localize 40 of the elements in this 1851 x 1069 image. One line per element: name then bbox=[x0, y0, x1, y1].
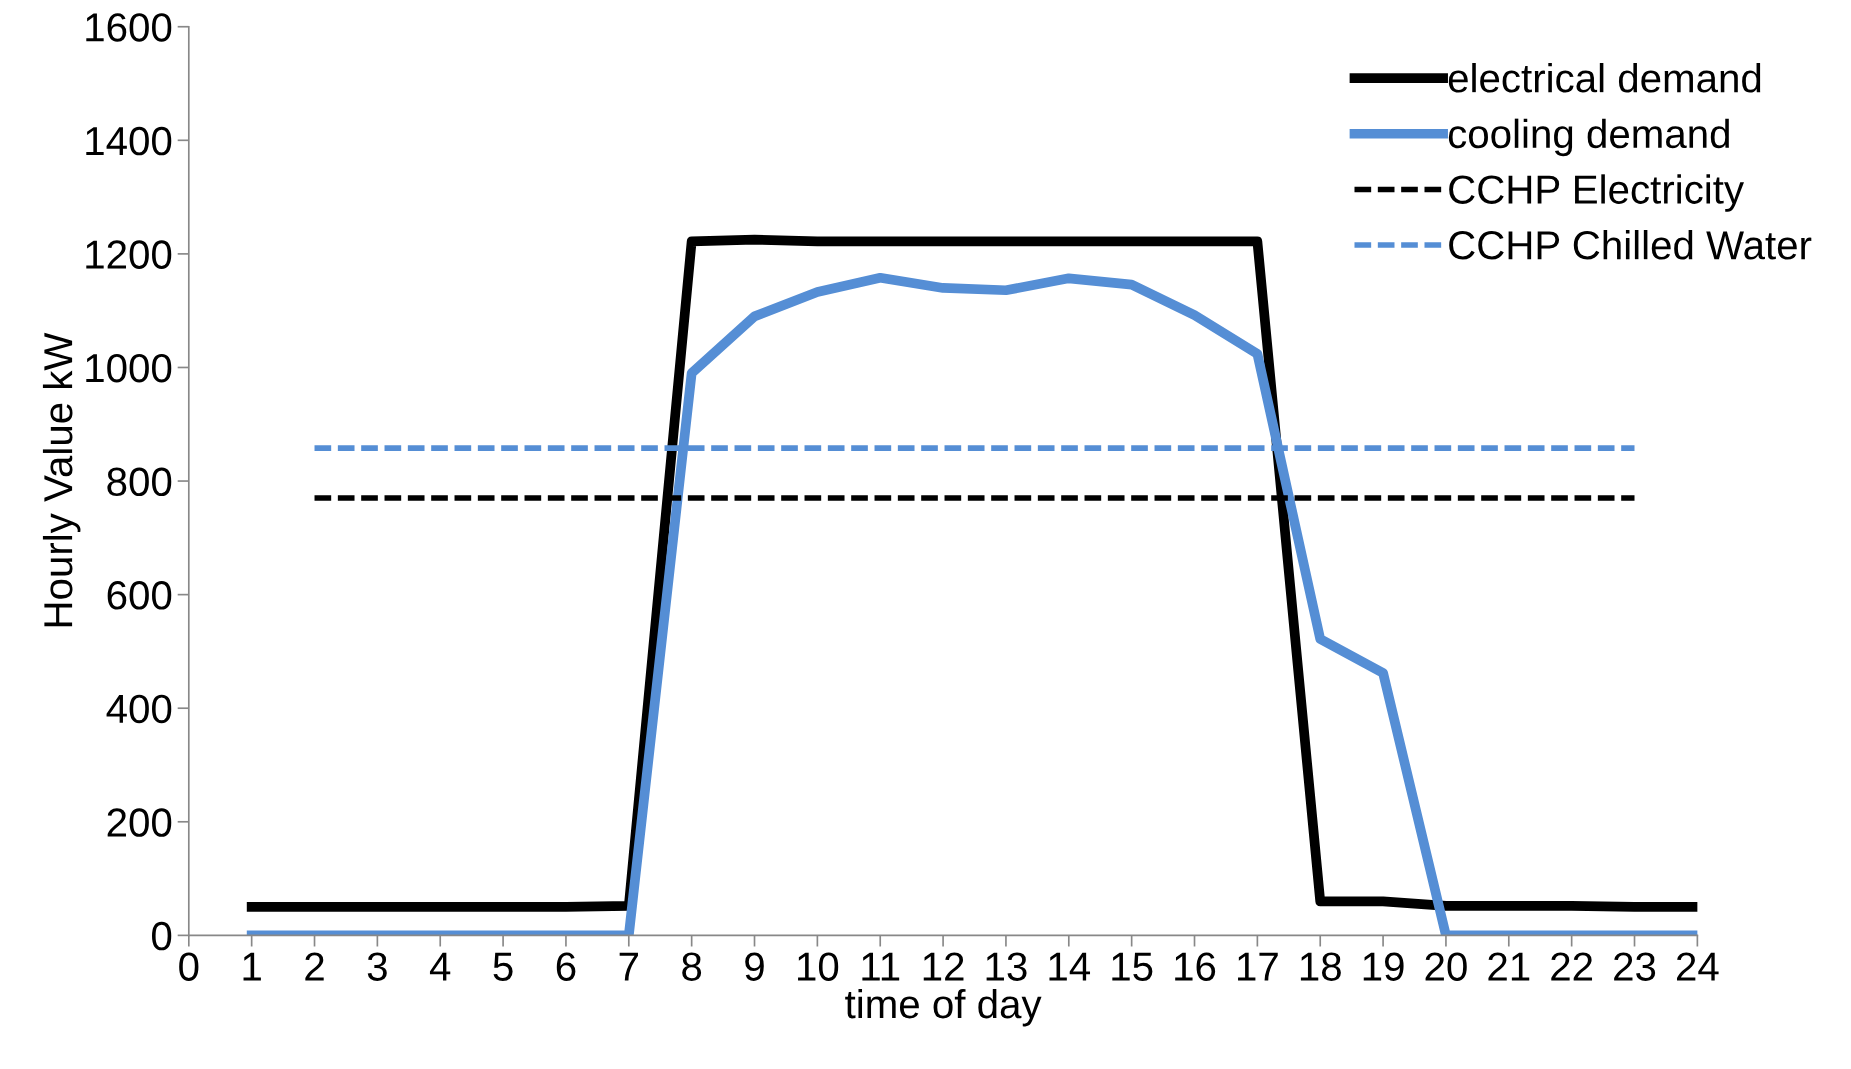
y-tick-label: 0 bbox=[152, 921, 172, 951]
x-tick-label: 7 bbox=[619, 952, 638, 981]
x-tick-label: 16 bbox=[1175, 952, 1216, 981]
legend-label: cooling demand bbox=[1448, 118, 1729, 157]
y-tick-label: 600 bbox=[107, 581, 172, 610]
x-tick-label: 0 bbox=[179, 952, 199, 981]
y-tick-label: 400 bbox=[106, 694, 172, 724]
x-tick-label: 13 bbox=[986, 952, 1027, 981]
x-tick-label: 21 bbox=[1488, 952, 1530, 981]
x-axis-title: time of day bbox=[845, 988, 1042, 1027]
y-tick-label: 200 bbox=[107, 808, 172, 837]
x-tick-label: 19 bbox=[1363, 952, 1404, 981]
x-tick-label: 17 bbox=[1238, 952, 1278, 981]
y-tick-label: 800 bbox=[107, 467, 172, 497]
x-tick-label: 4 bbox=[429, 952, 451, 981]
x-tick-label: 11 bbox=[862, 952, 900, 981]
x-tick-label: 14 bbox=[1049, 952, 1091, 981]
x-tick-label: 5 bbox=[493, 952, 513, 981]
x-tick-label: 3 bbox=[367, 952, 387, 981]
x-tick-label: 10 bbox=[798, 952, 839, 981]
y-tick-label: 1200 bbox=[86, 240, 172, 269]
x-tick-label: 6 bbox=[556, 952, 576, 981]
x-tick-label: 12 bbox=[923, 952, 964, 981]
x-tick-label: 1 bbox=[243, 952, 261, 981]
x-tick-label: 23 bbox=[1614, 952, 1656, 981]
x-tick-label: 22 bbox=[1551, 952, 1593, 981]
x-tick-label: 18 bbox=[1300, 952, 1341, 981]
x-tick-label: 2 bbox=[305, 952, 324, 981]
y-axis-title: Hourly Value kW bbox=[42, 332, 81, 627]
x-tick-label: 15 bbox=[1112, 952, 1153, 981]
x-tick-label: 24 bbox=[1677, 952, 1719, 981]
y-tick-label: 1600 bbox=[86, 13, 172, 42]
y-tick-label: 1000 bbox=[86, 353, 172, 383]
legend-label: electrical demand bbox=[1448, 62, 1761, 93]
x-tick-label: 8 bbox=[682, 952, 702, 981]
y-tick-label: 1400 bbox=[86, 126, 172, 156]
legend-label: CCHP Chilled Water bbox=[1449, 229, 1812, 260]
legend-label: CCHP Electricity bbox=[1449, 174, 1744, 212]
x-tick-label: 9 bbox=[745, 952, 764, 981]
x-tick-label: 20 bbox=[1425, 952, 1467, 981]
